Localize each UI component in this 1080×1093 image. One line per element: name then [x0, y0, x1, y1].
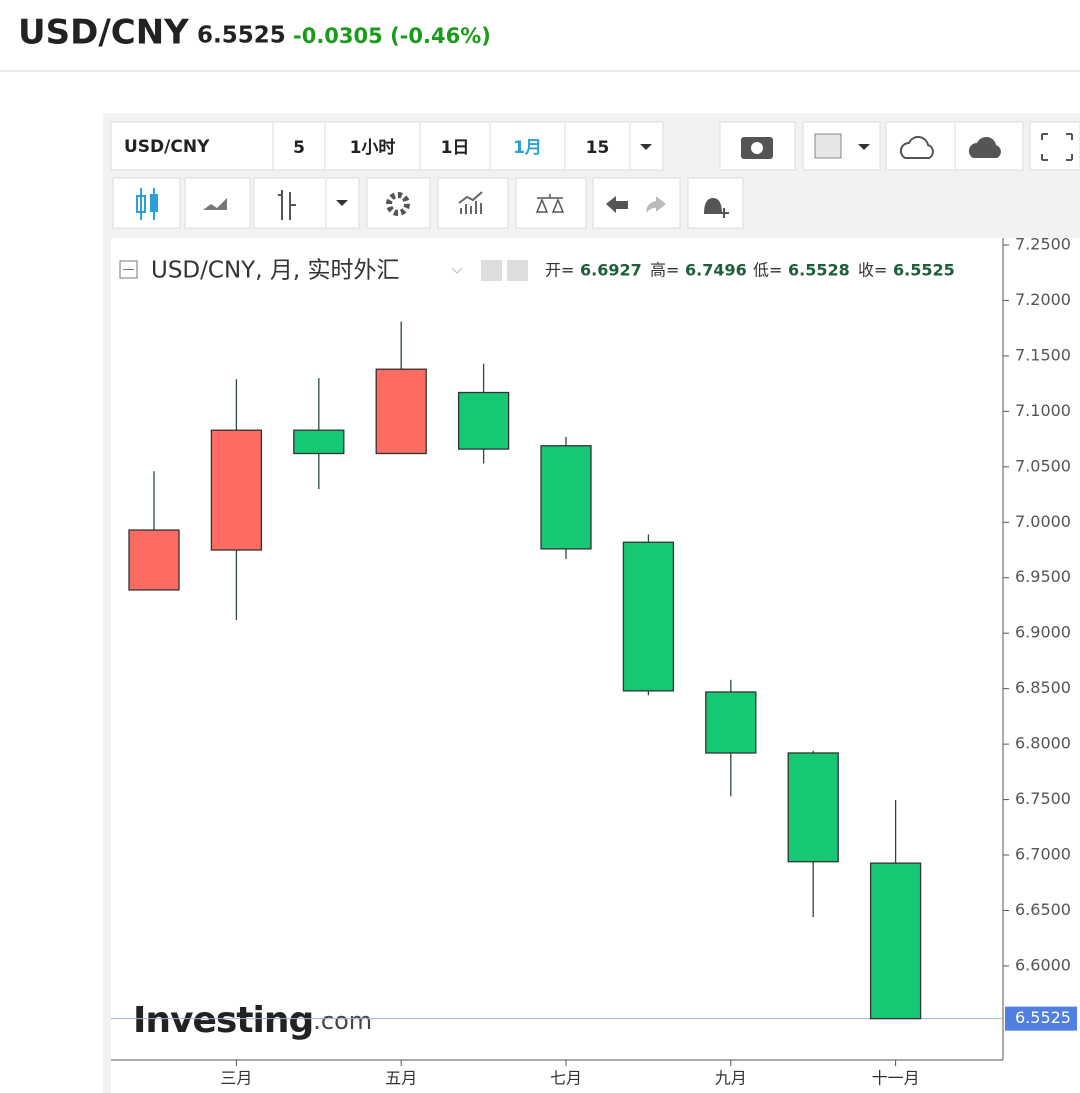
- y-tick-label: 6.9000: [1015, 623, 1071, 642]
- x-tick-label: 十一月: [872, 1069, 920, 1088]
- price: 6.5525: [197, 23, 286, 49]
- line-button[interactable]: [184, 177, 251, 229]
- interval-label[interactable]: 5: [293, 138, 305, 158]
- candle-style-button[interactable]: [112, 177, 181, 229]
- candle-body: [457, 391, 510, 450]
- y-tick-label: 7.2500: [1015, 234, 1071, 253]
- draw-dropdown[interactable]: [325, 177, 360, 229]
- fullscreen-button[interactable]: [1029, 121, 1080, 171]
- y-tick-label: 7.0500: [1015, 456, 1071, 475]
- candle-body: [540, 445, 592, 550]
- time-axis: [111, 1060, 1003, 1093]
- price-axis: [1003, 238, 1080, 1093]
- price-change: -0.0305 (-0.46%): [293, 24, 491, 48]
- interval-button[interactable]: [272, 121, 326, 171]
- x-tick-label: 三月: [220, 1069, 252, 1088]
- y-tick-label: 6.8500: [1015, 678, 1071, 697]
- ohlc-label: 高=: [650, 261, 679, 280]
- x-tick-label: 九月: [715, 1069, 747, 1088]
- ohlc-label: 收=: [858, 261, 887, 280]
- interval-label[interactable]: 1日: [441, 138, 470, 158]
- candle-body: [622, 541, 675, 692]
- interval-label[interactable]: 1月: [513, 138, 542, 158]
- y-tick-label: 6.6000: [1015, 955, 1071, 974]
- ohlc-value: 6.6927: [580, 261, 642, 280]
- last-price-label: 6.5525: [1015, 1008, 1071, 1027]
- y-tick-label: 7.0000: [1015, 512, 1071, 531]
- interval-button[interactable]: [324, 121, 421, 171]
- interval-label[interactable]: 15: [586, 138, 610, 158]
- x-tick-label: 五月: [385, 1069, 417, 1088]
- y-tick-label: 6.9500: [1015, 567, 1071, 586]
- symbol-title: USD/CNY: [18, 13, 189, 53]
- y-tick-label: 6.7000: [1015, 845, 1071, 864]
- candle-body: [293, 429, 345, 455]
- y-tick-label: 6.7500: [1015, 789, 1071, 808]
- visibility-icon[interactable]: [481, 260, 502, 281]
- x-tick-label: 七月: [550, 1069, 582, 1088]
- symbol-input[interactable]: USD/CNY: [124, 137, 210, 157]
- candle-body: [869, 862, 922, 1020]
- ohlc-value: 6.5528: [788, 261, 850, 280]
- settings-icon[interactable]: [507, 260, 528, 281]
- interval-button[interactable]: [564, 121, 631, 171]
- ohlc-label: 开=: [545, 261, 574, 280]
- watermark-domain: .com: [313, 1007, 372, 1035]
- candle-body: [375, 368, 427, 455]
- candle-body: [128, 529, 180, 591]
- undo-redo[interactable]: [592, 177, 681, 229]
- y-tick-label: 6.6500: [1015, 900, 1071, 919]
- settings-button[interactable]: [366, 177, 431, 229]
- y-tick-label: 7.1500: [1015, 345, 1071, 364]
- candle-body: [787, 752, 839, 863]
- legend-title: USD/CNY, 月, 实时外汇: [151, 258, 399, 284]
- candle-body: [705, 691, 757, 754]
- indicators-button[interactable]: [437, 177, 509, 229]
- watermark-brand: Investing: [133, 1000, 313, 1041]
- compare-button[interactable]: [515, 177, 587, 229]
- toolbar: USD/CNY 5 1小时 1日 1月 15: [110, 121, 1080, 229]
- symbol-box[interactable]: [110, 121, 274, 171]
- y-tick-label: 6.8000: [1015, 734, 1071, 753]
- collapse-icon[interactable]: [119, 260, 138, 279]
- interval-button[interactable]: [419, 121, 491, 171]
- ohlc-label: 低=: [753, 261, 782, 280]
- y-tick-label: 7.1000: [1015, 401, 1071, 420]
- ohlc-value: 6.7496: [685, 261, 747, 280]
- load-button[interactable]: [885, 121, 956, 171]
- watermark: Investing.com: [133, 1000, 372, 1041]
- plot-area: [111, 238, 1003, 1060]
- last-price-tag: [1005, 1006, 1077, 1031]
- candle-body: [210, 429, 263, 551]
- y-tick-label: 7.2000: [1015, 290, 1071, 309]
- interval-label[interactable]: 1小时: [350, 138, 396, 158]
- ohlc-value: 6.5525: [893, 261, 955, 280]
